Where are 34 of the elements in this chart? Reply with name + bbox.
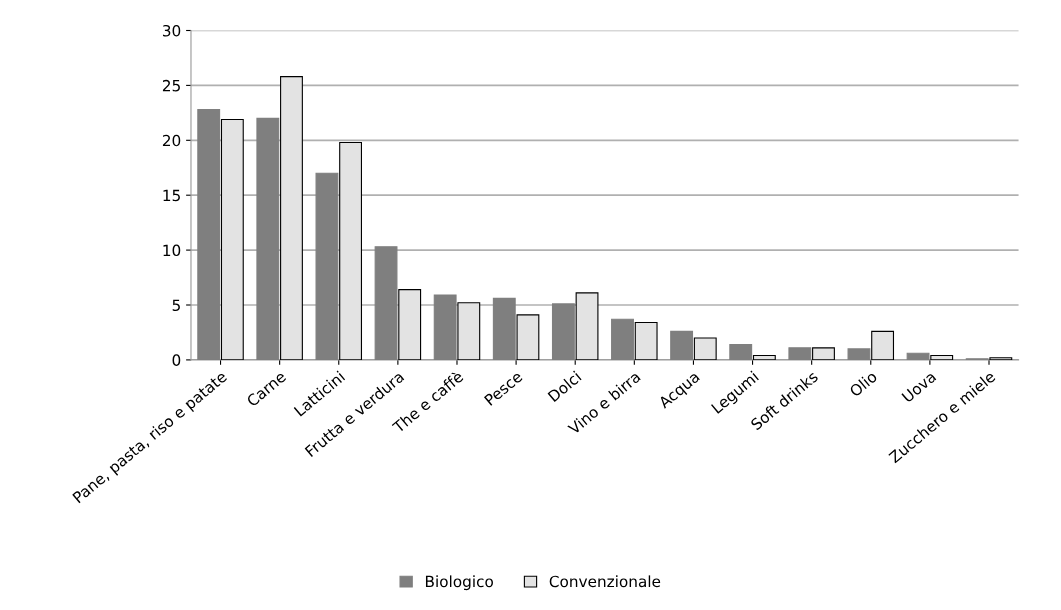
bar <box>906 352 930 360</box>
legend-label: Biologico <box>425 575 493 591</box>
y-tick-label: 15 <box>163 189 180 202</box>
bar <box>398 289 422 360</box>
bar <box>847 348 871 360</box>
bar <box>693 337 717 360</box>
bar <box>220 118 244 360</box>
bar <box>670 330 694 360</box>
y-tick-label: 30 <box>162 24 181 37</box>
bar <box>812 347 835 360</box>
bar <box>930 354 954 360</box>
bar <box>197 109 221 360</box>
x-tick-label: Olio <box>848 370 878 398</box>
bar <box>492 297 516 360</box>
bar <box>339 141 363 360</box>
legend-label: Convenzionale <box>549 575 661 588</box>
bar <box>315 172 339 360</box>
bar <box>374 246 398 360</box>
bar <box>634 322 658 360</box>
bar <box>752 354 776 360</box>
bar <box>280 76 303 360</box>
bar <box>551 303 575 360</box>
y-tick-label: 25 <box>162 79 180 92</box>
bar <box>871 330 895 360</box>
y-tick-label: 10 <box>163 244 181 257</box>
bar <box>575 292 599 360</box>
y-tick-label: 5 <box>172 299 180 312</box>
bar <box>611 318 634 360</box>
bar <box>433 294 457 360</box>
y-tick-label: 0 <box>172 354 181 366</box>
bar <box>256 117 280 360</box>
bar <box>729 343 753 360</box>
y-tick-label: 20 <box>162 134 181 147</box>
bar <box>788 347 812 360</box>
